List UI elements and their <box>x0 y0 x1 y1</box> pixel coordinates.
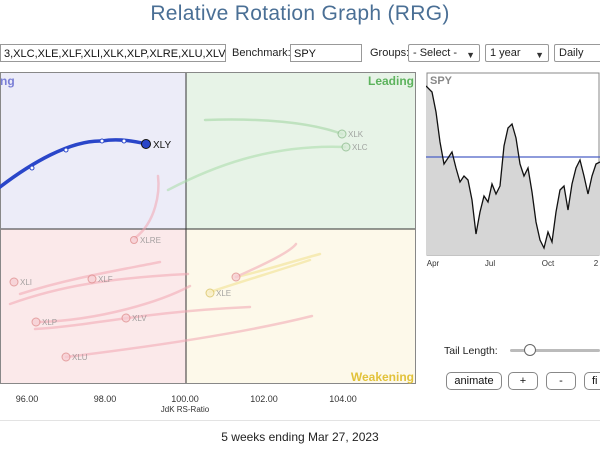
marker-xlk <box>337 129 347 139</box>
period-select[interactable]: 1 year ▼ <box>485 44 549 62</box>
marker-xli <box>9 277 19 287</box>
benchmark-input[interactable]: SPY <box>290 44 362 62</box>
x-tick-label: 104.00 <box>329 394 357 404</box>
tail-xle-a <box>234 252 322 279</box>
marker-xlu <box>61 352 71 362</box>
tail-xlk <box>203 118 344 136</box>
month-label: Apr <box>427 259 440 268</box>
x-tick-label: 100.00 <box>171 394 199 404</box>
weakening-quadrant <box>186 229 416 384</box>
marker-xlv <box>121 313 131 323</box>
tail-xli-b <box>234 242 298 279</box>
label-xly: XLY <box>153 140 171 151</box>
period-select-value: 1 year <box>490 47 521 59</box>
frequency-select-value: Daily <box>559 47 584 59</box>
label-xlre: XLRE <box>140 236 161 245</box>
month-label: Oct <box>542 259 555 268</box>
tail-xlre <box>133 174 160 240</box>
benchmark-chart-svg: SPY Apr Jul Oct 2 <box>425 72 600 268</box>
weakening-label: Weakening <box>351 370 414 384</box>
benchmark-line <box>425 85 600 250</box>
animation-controls: Tail Length: animate + - fi <box>426 340 600 400</box>
tail-xlu <box>64 314 314 359</box>
label-xlu: XLU <box>72 353 88 362</box>
label-xlp: XLP <box>42 318 57 327</box>
marker-xle <box>205 288 215 298</box>
leading-quadrant <box>186 72 416 229</box>
tail-xlv <box>38 284 192 324</box>
x-axis-label: JdK RS-Ratio <box>161 405 210 414</box>
label-xli: XLI <box>20 278 32 287</box>
rrg-chart[interactable]: ng Leading Weakening XLK XLC XLRE XL <box>0 72 416 417</box>
tail-xlc <box>166 145 347 192</box>
marker-xly[interactable] <box>141 139 151 149</box>
leading-label: Leading <box>368 74 414 88</box>
tail-length-slider-thumb[interactable] <box>523 344 536 356</box>
frequency-select[interactable]: Daily <box>554 44 600 62</box>
x-tick-label: 98.00 <box>94 394 117 404</box>
marker-xlc <box>341 142 351 152</box>
chevron-down-icon: ▼ <box>535 50 544 60</box>
label-xlv: XLV <box>132 314 147 323</box>
month-label: 2 <box>594 259 599 268</box>
month-label: Jul <box>485 259 495 268</box>
x-tick-label: 102.00 <box>250 394 278 404</box>
x-tick-label: 96.00 <box>16 394 39 404</box>
fit-button[interactable]: fi <box>584 372 600 390</box>
label-xlc: XLC <box>352 143 368 152</box>
marker-xlp <box>31 317 41 327</box>
divider <box>0 420 600 421</box>
tail-xle-b <box>208 258 312 294</box>
marker-xlf <box>87 274 97 284</box>
animate-button[interactable]: animate <box>446 372 502 390</box>
label-xle: XLE <box>216 289 231 298</box>
benchmark-label: Benchmark: <box>232 47 291 59</box>
label-xlf: XLF <box>98 275 113 284</box>
lagging-quadrant <box>0 229 186 384</box>
groups-select-value: - Select - <box>413 47 458 59</box>
zoom-out-button[interactable]: - <box>546 372 576 390</box>
chevron-down-icon: ▼ <box>466 50 475 60</box>
toolbar: 3,XLC,XLE,XLF,XLI,XLK,XLP,XLRE,XLU,XLV,X… <box>0 44 600 64</box>
symbols-input[interactable]: 3,XLC,XLE,XLF,XLI,XLK,XLP,XLRE,XLU,XLV,X… <box>0 44 226 62</box>
improving-label: ng <box>0 74 15 88</box>
benchmark-label: SPY <box>430 75 453 87</box>
tail-xlf <box>8 272 190 306</box>
tail-length-slider[interactable] <box>510 344 600 356</box>
groups-select[interactable]: - Select - ▼ <box>408 44 480 62</box>
groups-label: Groups: <box>370 47 410 59</box>
zoom-in-button[interactable]: + <box>508 372 538 390</box>
page-title: Relative Rotation Graph (RRG) <box>150 2 450 25</box>
tail-xly <box>0 138 148 189</box>
benchmark-chart: SPY Apr Jul Oct 2 <box>425 72 600 270</box>
marker-xlre <box>130 236 138 244</box>
label-xlk: XLK <box>348 130 364 139</box>
date-caption: 5 weeks ending Mar 27, 2023 <box>221 430 379 444</box>
rrg-chart-svg: ng Leading Weakening XLK XLC XLRE XL <box>0 72 416 414</box>
marker-xle-b <box>231 272 241 282</box>
tail-length-label: Tail Length: <box>444 345 498 357</box>
